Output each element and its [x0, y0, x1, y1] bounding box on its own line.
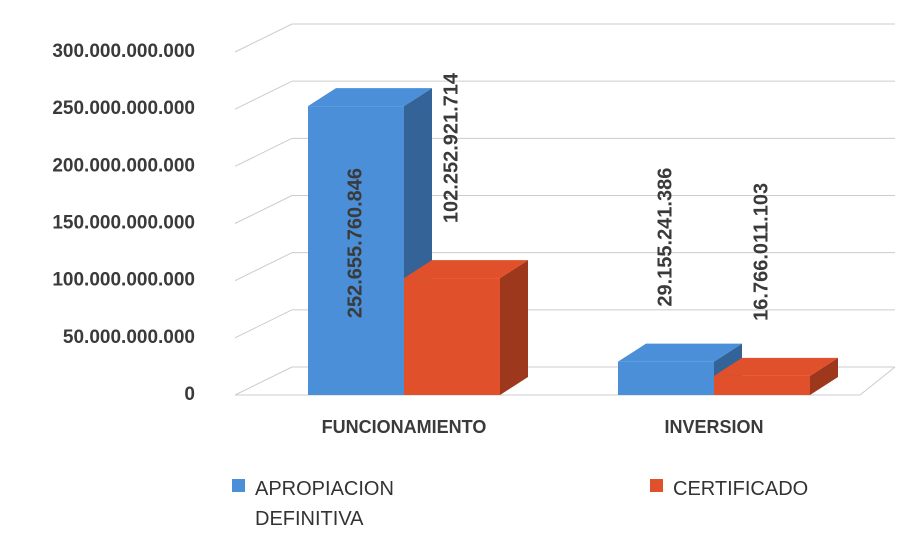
- bar-face: [810, 357, 838, 395]
- y-tick-label: 200.000.000.000: [52, 155, 195, 176]
- y-tick-label: 250.000.000.000: [52, 98, 195, 119]
- grid-line: [234, 137, 293, 167]
- bar-face: [500, 260, 528, 395]
- bar: [308, 88, 432, 395]
- data-label: 16.766.011.103: [750, 183, 772, 321]
- legend-item: CERTIFICADO: [650, 474, 863, 504]
- bar-face: [308, 88, 432, 107]
- grid-line: [234, 195, 293, 224]
- grid-line: [234, 252, 293, 282]
- legend-swatch: [232, 479, 245, 492]
- grid-line: [234, 366, 293, 396]
- y-tick-label: 300.000.000.000: [52, 41, 195, 62]
- data-label: 29.155.241.386: [654, 168, 676, 307]
- bar-face: [714, 375, 810, 395]
- x-tick-label: FUNCIONAMIENTO: [322, 417, 487, 437]
- y-tick-label: 100.000.000.000: [52, 270, 195, 291]
- grid-line: [234, 23, 293, 53]
- grid-line: [234, 80, 293, 110]
- bar-face: [618, 343, 742, 362]
- x-tick-label: INVERSION: [664, 417, 763, 437]
- grid-line: [234, 309, 293, 339]
- bar: [404, 260, 528, 395]
- bar-face: [404, 278, 500, 395]
- data-label: 102.252.921.714: [440, 72, 462, 223]
- legend-label: APROPIACION DEFINITIVA: [255, 478, 394, 530]
- floor-edge: [859, 366, 896, 396]
- bar-face: [404, 260, 528, 279]
- y-tick-label: 50.000.000.000: [63, 327, 195, 348]
- y-tick-label: 150.000.000.000: [52, 213, 195, 234]
- legend-item: APROPIACION DEFINITIVA: [232, 474, 445, 534]
- legend-label: CERTIFICADO: [673, 478, 809, 500]
- bar-face: [618, 361, 714, 395]
- bar-face: [308, 106, 404, 395]
- bar: [714, 357, 838, 395]
- legend-swatch: [650, 479, 663, 492]
- data-label: 252.655.760.846: [344, 168, 366, 318]
- y-tick-label: 0: [184, 384, 195, 405]
- bar-face: [714, 357, 838, 376]
